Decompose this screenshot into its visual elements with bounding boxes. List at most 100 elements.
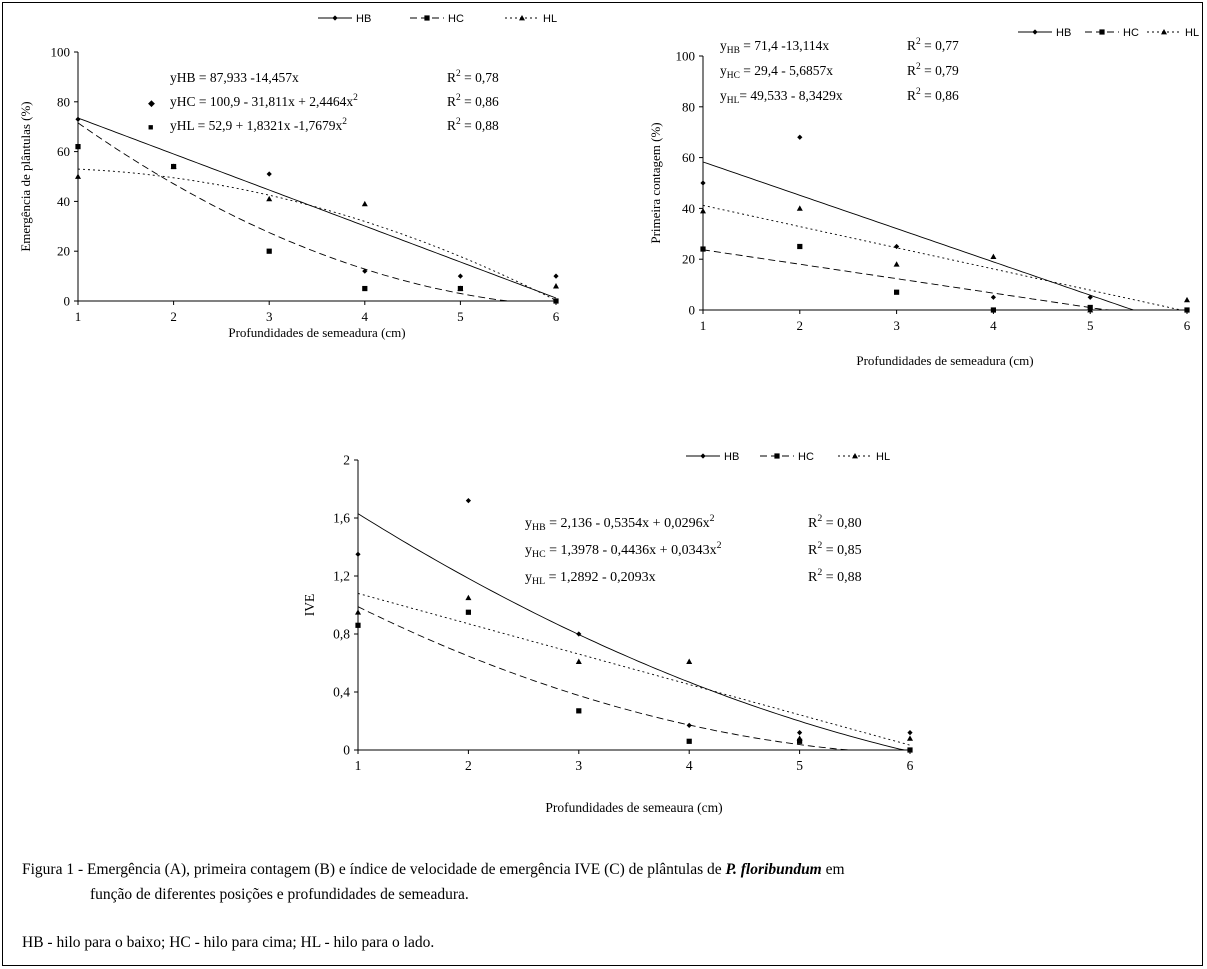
x-tick-label: 3: [575, 758, 582, 773]
data-point-hb: [686, 722, 692, 728]
y-tick-label: 0: [689, 303, 696, 318]
data-point-hl: [990, 253, 997, 260]
regression-equation: yHL = 1,2892 - 0,2093x: [525, 570, 656, 587]
r-squared: R2 = 0,88: [808, 567, 862, 585]
y-tick-label: 40: [682, 201, 695, 216]
caption-species: P. floribundum: [725, 861, 822, 878]
data-point-hb: [990, 294, 996, 300]
data-point-hc: [1184, 307, 1190, 313]
regression-equation: yHL = 52,9 + 1,8321x -1,7679x2: [170, 117, 347, 133]
x-tick-label: 2: [170, 309, 177, 324]
x-tick-label: 1: [700, 318, 707, 333]
x-tick-label: 6: [553, 309, 560, 324]
r-squared: R2 = 0,80: [808, 513, 862, 531]
legend-label-hb: HB: [1056, 27, 1071, 39]
x-tick-label: 4: [686, 758, 693, 773]
r-squared: R2 = 0,86: [447, 93, 499, 109]
r-squared: R2 = 0,88: [447, 117, 499, 133]
x-tick-label: 6: [1184, 318, 1191, 333]
legend-marker-hc: [1099, 29, 1105, 35]
trend-line-hb: [702, 161, 1134, 311]
data-point-hc: [266, 248, 272, 254]
x-axis-label: Profundidades de semeadura (cm): [856, 353, 1033, 368]
data-point-hb: [700, 180, 706, 186]
data-point-hb: [465, 498, 471, 504]
trend-line-hl: [77, 168, 557, 301]
y-tick-label: 60: [57, 144, 70, 159]
regression-equation: yHC = 100,9 - 31,811x + 2,4464x2: [170, 93, 358, 109]
data-point-hl: [1087, 307, 1094, 313]
y-tick-label: 60: [682, 150, 695, 165]
data-point-hc: [797, 738, 803, 744]
r-squared: R2 = 0,77: [907, 37, 959, 53]
legend-label-hc: HC: [798, 451, 814, 463]
data-point-hb: [75, 116, 81, 122]
x-axis-label: Profundidades de semeaura (cm): [545, 800, 722, 815]
equation-marker: ◆: [148, 98, 155, 108]
trend-line-hb: [357, 513, 905, 751]
data-point-hc: [465, 609, 471, 615]
data-point-hl: [553, 283, 559, 289]
legend-label-hl: HL: [876, 451, 890, 463]
legend-marker-hl: [852, 453, 858, 459]
data-point-hb: [1087, 294, 1093, 300]
legend-label-hl: HL: [543, 13, 557, 25]
y-tick-label: 0: [343, 743, 350, 758]
legend-marker-hc: [424, 15, 430, 21]
data-point-hc: [686, 738, 692, 744]
r-squared: R2 = 0,78: [447, 69, 499, 85]
caption-line-2: função de diferentes posições e profundi…: [90, 886, 469, 903]
trend-line-hl: [357, 592, 911, 746]
r-squared: R2 = 0,79: [907, 62, 959, 78]
chart-2: 0 20 40 60 80 100 1 2 3 4 5 6 Primeira contagem (%) P…: [648, 27, 1199, 368]
chart-1: 0 20 40 60 80 100 1 2 3 4 5 6 Emergência de plântula…: [18, 13, 560, 340]
regression-equation: yHC = 29,4 - 5,6857x: [720, 63, 833, 81]
data-point-hl: [686, 658, 693, 664]
x-tick-label: 5: [1087, 318, 1094, 333]
data-point-hb: [457, 273, 463, 279]
equation-marker: ■: [148, 122, 153, 132]
data-point-hc: [576, 708, 582, 714]
y-tick-label: 100: [676, 49, 696, 64]
x-tick-label: 4: [990, 318, 997, 333]
data-point-hb: [576, 631, 582, 637]
r-squared: R2 = 0,85: [808, 540, 862, 558]
y-axis-label: Emergência de plântulas (%): [18, 101, 33, 251]
y-tick-label: 40: [57, 194, 70, 209]
figure-caption: Figura 1 - Emergência (A), primeira cont…: [22, 857, 1192, 907]
legend-label-hc: HC: [448, 13, 464, 25]
data-point-hc: [355, 622, 361, 628]
data-point-hc: [362, 285, 368, 292]
data-point-hb: [797, 134, 803, 140]
data-point-hl: [355, 609, 361, 615]
y-axis-label: Primeira contagem (%): [648, 122, 663, 243]
data-point-hb: [797, 730, 803, 736]
y-tick-label: 80: [57, 94, 70, 109]
caption-text-end: em: [821, 861, 845, 878]
data-point-hl: [361, 200, 368, 207]
y-tick-label: 0,8: [333, 627, 350, 642]
data-point-hl: [266, 195, 273, 202]
legend-label-hc: HC: [1123, 27, 1139, 39]
x-axis-label: Profundidades de semeadura (cm): [228, 325, 405, 340]
data-point-hl: [1184, 296, 1190, 303]
data-point-hc: [700, 246, 706, 252]
data-point-hc: [894, 289, 900, 295]
legend-label-hl: HL: [1185, 27, 1199, 39]
data-point-hc: [75, 144, 81, 150]
data-point-hl: [465, 594, 472, 601]
data-point-hl: [457, 285, 464, 291]
legend-marker-hc: [774, 453, 780, 459]
x-tick-label: 6: [907, 758, 914, 773]
data-point-hl: [796, 735, 803, 741]
legend-marker-hb: [700, 453, 706, 459]
x-tick-label: 5: [457, 309, 464, 324]
y-axis-label: IVE: [302, 594, 317, 617]
legend-marker-hb: [1032, 29, 1038, 35]
y-tick-label: 20: [682, 252, 695, 267]
y-tick-label: 80: [682, 99, 695, 114]
data-point-hb: [355, 551, 361, 557]
legend-marker-hl: [519, 15, 525, 21]
x-tick-label: 3: [266, 309, 273, 324]
x-tick-label: 2: [797, 318, 804, 333]
